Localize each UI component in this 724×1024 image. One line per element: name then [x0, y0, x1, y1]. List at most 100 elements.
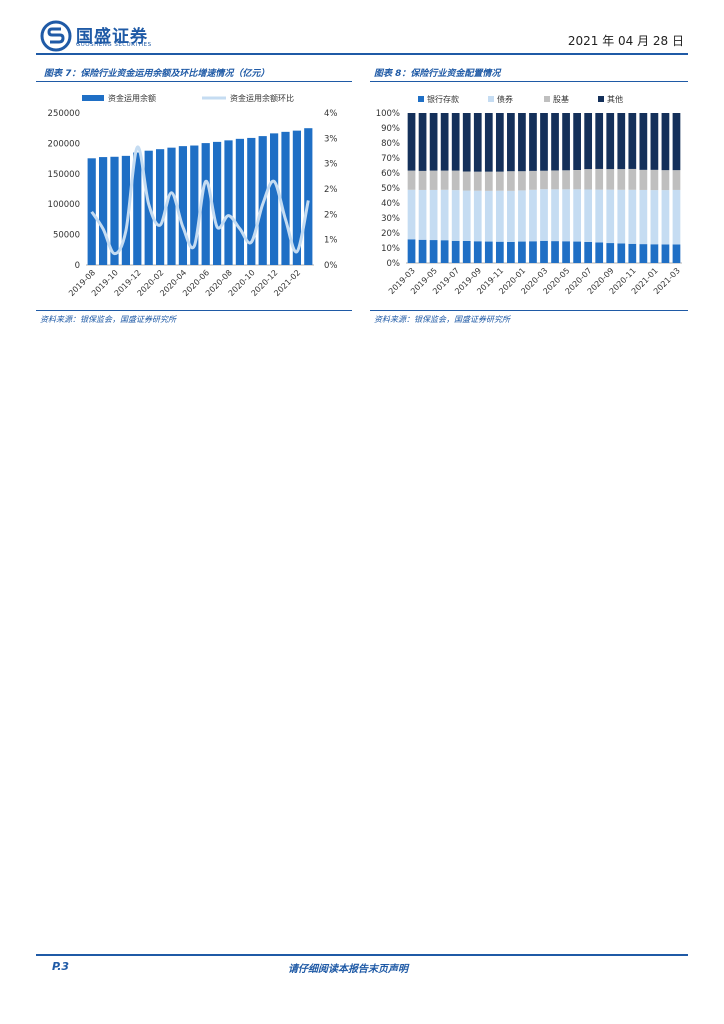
figure7-title: 图表 7：保险行业资金运用余额及环比增速情况（亿元）: [44, 66, 269, 79]
stacked-bar-segment-0: [419, 240, 427, 263]
stacked-bar-segment-2: [551, 170, 559, 189]
y-right-tick-label: 4%: [324, 109, 338, 119]
stacked-bar-segment-0: [595, 242, 603, 263]
bar-balance: [99, 157, 107, 265]
y-tick-label: 90%: [381, 124, 400, 134]
stacked-bar-segment-0: [474, 241, 482, 263]
header-divider: [36, 53, 688, 55]
stacked-bar-segment-0: [507, 242, 515, 263]
stacked-bar-segment-1: [673, 190, 681, 244]
y-left-tick-label: 50000: [53, 231, 80, 241]
stacked-bar-segment-3: [651, 113, 659, 170]
y-tick-label: 100%: [376, 109, 400, 119]
y-tick-label: 10%: [381, 244, 400, 254]
footer-disclaimer: 请仔细阅读本报告末页声明: [288, 960, 408, 975]
y-right-tick-label: 0%: [324, 261, 338, 271]
stacked-bar-segment-0: [551, 241, 559, 263]
figure7-source: 资料来源：银保监会，国盛证券研究所: [40, 314, 176, 325]
stacked-bar-segment-3: [408, 113, 416, 171]
stacked-bar-segment-3: [496, 113, 504, 172]
stacked-bar-segment-1: [628, 190, 636, 244]
stacked-bar-segment-1: [606, 190, 614, 243]
stacked-bar-segment-0: [496, 242, 504, 263]
stacked-bar-segment-1: [507, 191, 515, 242]
stacked-bar-segment-3: [595, 113, 603, 169]
stacked-bar-segment-3: [485, 113, 493, 172]
figure7-chart: 资金运用余额 资金运用余额环比05000010000015000020000025…: [36, 88, 354, 310]
stacked-bar-segment-0: [651, 244, 659, 263]
stacked-bar-segment-3: [430, 113, 438, 171]
bar-balance: [270, 133, 278, 265]
stacked-bar-segment-2: [408, 171, 416, 190]
stacked-bar-segment-2: [485, 172, 493, 191]
stacked-bar-segment-2: [430, 171, 438, 190]
page-number: P.3: [52, 960, 69, 973]
bar-balance: [247, 138, 255, 265]
stacked-bar-segment-2: [441, 171, 449, 190]
stacked-bar-segment-3: [518, 113, 526, 171]
stacked-bar-segment-2: [673, 170, 681, 190]
y-tick-label: 50%: [381, 184, 400, 194]
stacked-bar-segment-1: [551, 189, 559, 241]
brand-subtitle: GUOSHENG SECURITIES: [76, 42, 152, 48]
stacked-bar-segment-1: [485, 191, 493, 242]
stacked-bar-segment-1: [639, 190, 647, 244]
stacked-bar-segment-0: [408, 239, 416, 263]
stacked-bar-segment-3: [628, 113, 636, 169]
legend-label-balance: 资金运用余额: [108, 93, 156, 103]
stacked-bar-segment-1: [617, 190, 625, 244]
y-tick-label: 0%: [387, 259, 401, 269]
footer-divider: [36, 954, 688, 956]
stacked-bar-segment-0: [540, 241, 548, 263]
stacked-bar-segment-0: [606, 243, 614, 263]
stacked-bar-segment-0: [628, 244, 636, 263]
stacked-bar-segment-2: [419, 171, 427, 190]
stacked-bar-segment-2: [518, 171, 526, 190]
stacked-bar-segment-2: [639, 170, 647, 190]
stacked-bar-segment-0: [518, 242, 526, 263]
y-left-tick-label: 200000: [48, 139, 80, 149]
stacked-bar-segment-1: [529, 190, 537, 241]
stacked-bar-segment-3: [452, 113, 460, 171]
brand-logo-icon: [40, 20, 72, 52]
stacked-bar-segment-0: [430, 240, 438, 263]
brand-logo: 国盛证券 GUOSHENG SECURITIES: [40, 20, 180, 52]
stacked-bar-segment-1: [584, 190, 592, 243]
stacked-bar-segment-1: [408, 190, 416, 240]
stacked-bar-segment-1: [662, 190, 670, 244]
stacked-bar-segment-3: [507, 113, 515, 171]
y-right-tick-label: 3%: [324, 134, 338, 144]
y-left-tick-label: 250000: [48, 109, 80, 119]
stacked-bar-segment-3: [584, 113, 592, 169]
legend-swatch-3: [598, 96, 604, 102]
bar-balance: [281, 132, 289, 265]
stacked-bar-segment-1: [595, 190, 603, 243]
stacked-bar-segment-3: [419, 113, 427, 171]
legend-swatch-1: [488, 96, 494, 102]
y-tick-label: 80%: [381, 139, 400, 149]
stacked-bar-segment-1: [496, 191, 504, 242]
stacked-bar-segment-2: [651, 170, 659, 190]
y-tick-label: 40%: [381, 199, 400, 209]
stacked-bar-segment-0: [639, 244, 647, 263]
stacked-bar-segment-0: [452, 241, 460, 263]
y-right-tick-label: 3%: [324, 160, 338, 170]
stacked-bar-segment-3: [573, 113, 581, 170]
y-right-tick-label: 2%: [324, 210, 338, 220]
legend-label-3: 其他: [607, 94, 623, 104]
stacked-bar-segment-1: [573, 189, 581, 241]
stacked-bar-segment-0: [463, 241, 471, 263]
stacked-bar-segment-0: [485, 242, 493, 263]
y-tick-label: 60%: [381, 169, 400, 179]
stacked-bar-segment-1: [562, 189, 570, 241]
bar-balance: [304, 128, 312, 265]
figure7-source-rule: [36, 310, 352, 311]
stacked-bar-segment-2: [496, 172, 504, 191]
stacked-bar-segment-1: [651, 190, 659, 244]
y-right-tick-label: 2%: [324, 185, 338, 195]
stacked-bar-segment-1: [441, 190, 449, 240]
stacked-bar-segment-2: [662, 170, 670, 190]
figure8-title-rule: [370, 81, 688, 82]
stacked-bar-segment-0: [662, 244, 670, 263]
stacked-bar-segment-3: [662, 113, 670, 170]
